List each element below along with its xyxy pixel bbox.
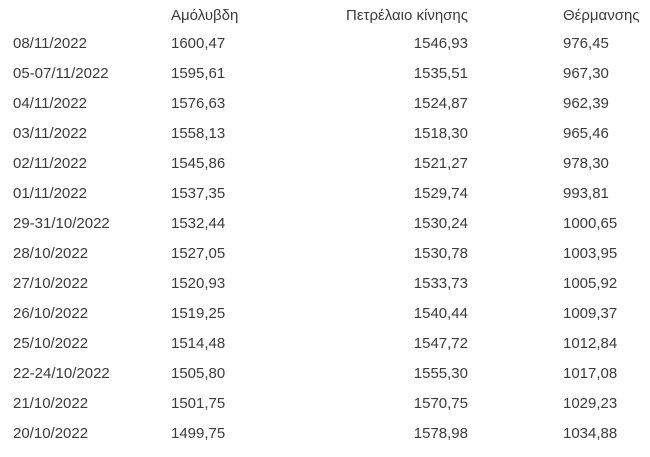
table-row: 08/11/2022 1600,47 1546,93 976,45 xyxy=(0,28,650,58)
unleaded-value-cell: 1558,13 xyxy=(171,124,226,142)
diesel-value-cell: 1535,51 xyxy=(413,64,468,82)
date-cell: 27/10/2022 xyxy=(13,274,89,292)
unleaded-value-cell: 1501,75 xyxy=(171,394,226,412)
diesel-value-cell: 1570,75 xyxy=(413,394,468,412)
fuel-price-table: Αμόλυβδη Πετρέλαιο κίνησης Θέρμανσης 08/… xyxy=(0,2,650,448)
table-row: 21/10/2022 1501,75 1570,75 1029,23 xyxy=(0,388,650,418)
diesel-value-cell: 1547,72 xyxy=(413,334,468,352)
date-cell: 21/10/2022 xyxy=(13,394,89,412)
unleaded-value-cell: 1499,75 xyxy=(171,424,226,442)
table-row: 29-31/10/2022 1532,44 1530,24 1000,65 xyxy=(0,208,650,238)
diesel-value-cell: 1530,24 xyxy=(413,214,468,232)
heating-value-cell: 965,46 xyxy=(563,124,609,142)
heating-value-cell: 1000,65 xyxy=(563,214,618,232)
header-date xyxy=(0,2,160,28)
date-cell: 02/11/2022 xyxy=(13,154,87,172)
diesel-value-cell: 1555,30 xyxy=(413,364,468,382)
diesel-value-cell: 1529,74 xyxy=(413,184,468,202)
date-cell: 25/10/2022 xyxy=(13,334,89,352)
heating-value-cell: 967,30 xyxy=(563,64,609,82)
unleaded-value-cell: 1514,48 xyxy=(171,334,226,352)
diesel-value-cell: 1546,93 xyxy=(413,34,468,52)
diesel-value-cell: 1521,27 xyxy=(413,154,468,172)
date-cell: 28/10/2022 xyxy=(13,244,89,262)
date-cell: 20/10/2022 xyxy=(13,424,89,442)
header-unleaded: Αμόλυβδη xyxy=(171,6,239,24)
diesel-value-cell: 1518,30 xyxy=(413,124,468,142)
heating-value-cell: 978,30 xyxy=(563,154,609,172)
header-row: Αμόλυβδη Πετρέλαιο κίνησης Θέρμανσης xyxy=(0,2,650,28)
heating-value-cell: 1029,23 xyxy=(563,394,618,412)
table-row: 01/11/2022 1537,35 1529,74 993,81 xyxy=(0,178,650,208)
heating-value-cell: 1009,37 xyxy=(563,304,618,322)
header-diesel: Πετρέλαιο κίνησης xyxy=(346,6,468,24)
table-row: 02/11/2022 1545,86 1521,27 978,30 xyxy=(0,148,650,178)
unleaded-value-cell: 1537,35 xyxy=(171,184,226,202)
table-header: Αμόλυβδη Πετρέλαιο κίνησης Θέρμανσης xyxy=(0,2,650,28)
heating-value-cell: 1034,88 xyxy=(563,424,618,442)
diesel-value-cell: 1578,98 xyxy=(413,424,468,442)
diesel-value-cell: 1540,44 xyxy=(413,304,468,322)
table-row: 04/11/2022 1576,63 1524,87 962,39 xyxy=(0,88,650,118)
table-row: 25/10/2022 1514,48 1547,72 1012,84 xyxy=(0,328,650,358)
table-body: 08/11/2022 1600,47 1546,93 976,45 05-07/11/2… xyxy=(0,28,650,448)
date-cell: 26/10/2022 xyxy=(13,304,89,322)
table-row: 26/10/2022 1519,25 1540,44 1009,37 xyxy=(0,298,650,328)
header-heating: Θέρμανσης xyxy=(563,6,640,24)
date-cell: 29-31/10/2022 xyxy=(13,214,110,232)
unleaded-value-cell: 1505,80 xyxy=(171,364,226,382)
unleaded-value-cell: 1600,47 xyxy=(171,34,226,52)
table-row: 22-24/10/2022 1505,80 1555,30 1017,08 xyxy=(0,358,650,388)
date-cell: 08/11/2022 xyxy=(13,34,87,52)
diesel-value-cell: 1530,78 xyxy=(413,244,468,262)
heating-value-cell: 976,45 xyxy=(563,34,609,52)
heating-value-cell: 1003,95 xyxy=(563,244,618,262)
heating-value-cell: 1012,84 xyxy=(563,334,618,352)
unleaded-value-cell: 1532,44 xyxy=(171,214,226,232)
table-row: 03/11/2022 1558,13 1518,30 965,46 xyxy=(0,118,650,148)
unleaded-value-cell: 1520,93 xyxy=(171,274,226,292)
unleaded-value-cell: 1545,86 xyxy=(171,154,226,172)
heating-value-cell: 1017,08 xyxy=(563,364,618,382)
unleaded-value-cell: 1527,05 xyxy=(171,244,226,262)
date-cell: 05-07/11/2022 xyxy=(13,64,109,82)
table-row: 20/10/2022 1499,75 1578,98 1034,88 xyxy=(0,418,650,448)
unleaded-value-cell: 1576,63 xyxy=(171,94,226,112)
date-cell: 03/11/2022 xyxy=(13,124,87,142)
heating-value-cell: 962,39 xyxy=(563,94,609,112)
diesel-value-cell: 1524,87 xyxy=(413,94,468,112)
unleaded-value-cell: 1595,61 xyxy=(171,64,226,82)
table-row: 27/10/2022 1520,93 1533,73 1005,92 xyxy=(0,268,650,298)
heating-value-cell: 1005,92 xyxy=(563,274,618,292)
date-cell: 04/11/2022 xyxy=(13,94,87,112)
table-row: 05-07/11/2022 1595,61 1535,51 967,30 xyxy=(0,58,650,88)
heating-value-cell: 993,81 xyxy=(563,184,609,202)
date-cell: 01/11/2022 xyxy=(13,184,87,202)
unleaded-value-cell: 1519,25 xyxy=(171,304,226,322)
table-row: 28/10/2022 1527,05 1530,78 1003,95 xyxy=(0,238,650,268)
date-cell: 22-24/10/2022 xyxy=(13,364,110,382)
diesel-value-cell: 1533,73 xyxy=(413,274,468,292)
